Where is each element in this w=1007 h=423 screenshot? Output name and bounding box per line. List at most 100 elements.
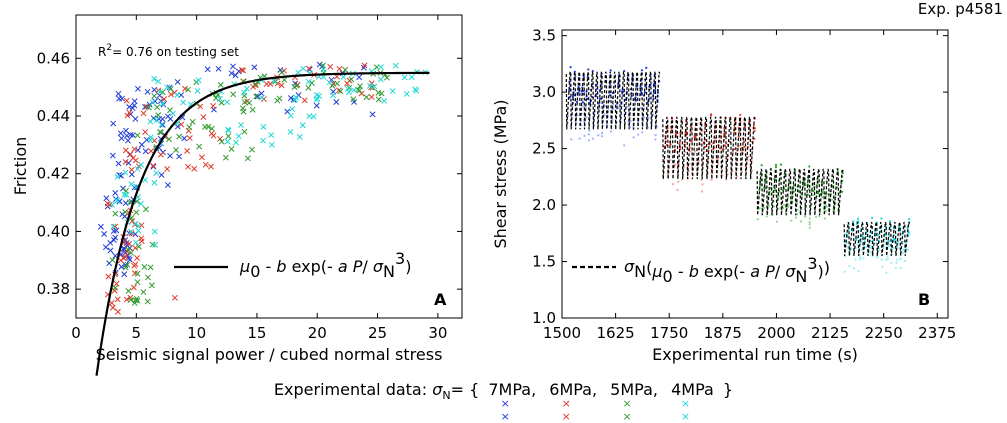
panel-a-data-point xyxy=(101,231,108,237)
panel-a-y-tick-label: 0.46 xyxy=(37,49,70,67)
panel-a-data-point xyxy=(128,230,135,237)
panel-b-data-point xyxy=(821,195,824,199)
panel-a-data-point xyxy=(216,95,223,102)
panel-a-data-point xyxy=(142,206,149,213)
panel-a-data-point xyxy=(228,145,235,152)
panel-a-data-point xyxy=(289,106,296,112)
panel-a-data-point xyxy=(189,118,196,125)
panel-a-data-point xyxy=(167,85,174,92)
panel-a-marks xyxy=(97,61,429,315)
panel-b-data-point xyxy=(597,134,600,137)
panel-a-data-point xyxy=(249,106,256,113)
panel-a-data-point xyxy=(299,122,306,129)
panel-a-data-point xyxy=(381,97,388,104)
panel-a-data-point xyxy=(110,120,117,127)
panel-a-data-point xyxy=(186,124,193,131)
panel-a-data-point xyxy=(158,121,165,128)
panel-a-data-point xyxy=(128,171,135,178)
panel-a-data-point xyxy=(244,155,251,162)
panel-b-data-point xyxy=(609,69,612,72)
panel-b-data-point xyxy=(643,91,647,94)
panel-b-y-tick-label: 2.0 xyxy=(532,196,556,214)
panel-a-data-point xyxy=(239,105,246,112)
panel-a-data-point xyxy=(295,69,302,76)
panel-a-data-point xyxy=(109,152,116,159)
fit-legend-formula: μ0 - b exp(- a P/ σN3) xyxy=(239,249,411,281)
panel-a-data-point xyxy=(133,209,140,216)
legend-marker-6mpa: × × xyxy=(561,397,585,423)
panel-a-data-point xyxy=(292,96,299,103)
panel-a-data-point xyxy=(117,257,124,264)
panel-b-data-point xyxy=(897,247,900,250)
panel-a-data-point xyxy=(263,81,270,87)
panel-b-data-point xyxy=(834,194,837,197)
panel-a-data-point xyxy=(134,85,141,92)
panel-a-data-point xyxy=(196,143,203,150)
panel-a-data-point xyxy=(174,78,181,85)
panel-b-data-point xyxy=(737,135,740,138)
panel-b-data-point xyxy=(669,143,672,146)
panel-b-data-point xyxy=(848,264,851,268)
panel-a-data-point xyxy=(144,88,151,95)
panel-a-data-point xyxy=(123,191,130,198)
panel-b-data-point xyxy=(588,129,591,132)
panel-a-data-point xyxy=(132,115,139,122)
panel-a-data-point xyxy=(300,65,307,72)
panel-b-data-point xyxy=(756,218,759,221)
panel-a-data-point xyxy=(159,121,166,128)
panel-a-data-point xyxy=(114,296,121,303)
panel-b-data-point xyxy=(901,252,905,255)
panel-b-data-point xyxy=(632,136,635,139)
panel-a-data-point xyxy=(122,264,129,271)
panel-b-y-tick-label: 3.0 xyxy=(532,83,556,101)
panel-b-data-point xyxy=(852,220,855,223)
panel-b-x-tick-label: 1750 xyxy=(650,324,688,342)
legend-item-4mpa: 4MPa × × xyxy=(671,380,714,423)
panel-b-data-point xyxy=(694,135,697,139)
panel-a-data-point xyxy=(238,67,245,73)
panel-a-x-tick-label: 30 xyxy=(428,324,447,342)
panel-a-data-point xyxy=(287,112,294,119)
panel-a-data-point xyxy=(134,147,141,154)
panel-b-data-point xyxy=(896,258,899,261)
panel-b-data-point xyxy=(825,204,828,207)
panel-a-data-point xyxy=(154,104,161,111)
panel-b-data-point xyxy=(609,130,613,133)
panel-b-data-point xyxy=(793,184,796,187)
panel-b-data-point xyxy=(750,153,754,156)
panel-b-data-point xyxy=(880,258,883,261)
panel-b-data-point xyxy=(861,235,864,238)
panel-a-data-point xyxy=(134,255,140,261)
panel-b-data-point xyxy=(869,246,873,250)
legend-marker-5mpa: × × xyxy=(622,397,646,423)
panel-b-data-point xyxy=(869,244,872,247)
panel-a-x-ticks: 0 5 10 15 20 25 30 xyxy=(71,15,447,342)
panel-b-data-point xyxy=(579,120,583,123)
panel-b-data-point xyxy=(682,166,685,169)
panel-a-data-point xyxy=(109,201,116,208)
panel-b-data-point xyxy=(779,163,783,166)
panel-b-data-point xyxy=(611,103,614,106)
panel-a-data-point xyxy=(155,112,162,119)
panel-b-data-point xyxy=(862,244,865,247)
panel-b-data-point xyxy=(778,195,781,198)
panel-a-data-point xyxy=(147,137,154,144)
panel-b-data-point xyxy=(774,163,778,166)
panel-a-data-point xyxy=(128,249,135,256)
panel-b-data-point xyxy=(775,220,778,223)
panel-a-data-point xyxy=(164,166,171,172)
panel-b-data-point xyxy=(718,150,721,154)
panel-a-data-point xyxy=(130,132,136,139)
r2-rest: = 0.76 on testing set xyxy=(112,45,239,59)
panel-a-data-point xyxy=(305,78,312,85)
panel-a-data-point xyxy=(222,154,229,161)
panel-b-data-point xyxy=(739,113,742,116)
panel-b-data-point xyxy=(787,204,790,207)
panel-b-x-label: Experimental run time (s) xyxy=(652,345,858,364)
panel-b-data-point xyxy=(677,180,680,183)
legend-sigma: σ xyxy=(432,380,443,399)
panel-b-data-point xyxy=(748,131,751,134)
panel-b-data-point xyxy=(723,144,726,147)
panel-b-data-point xyxy=(786,196,790,199)
panel-b-data-point xyxy=(753,137,756,140)
